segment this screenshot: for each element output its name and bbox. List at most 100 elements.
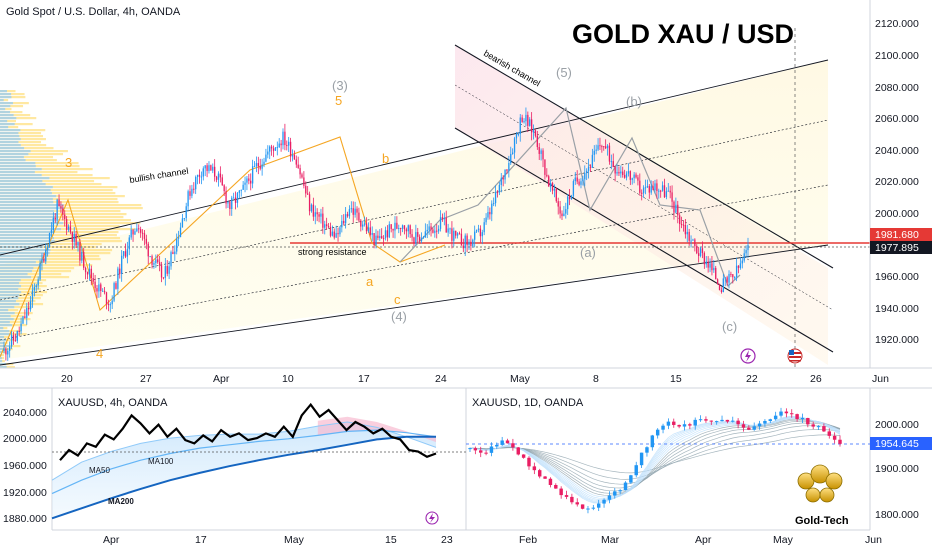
ema-fan-line bbox=[469, 417, 841, 499]
x-tick: May bbox=[510, 373, 531, 385]
left-x-tick: 15 bbox=[385, 534, 397, 546]
candle-body bbox=[308, 194, 311, 212]
candle-body bbox=[631, 178, 633, 180]
daily-candle-body bbox=[714, 421, 719, 423]
candle-body bbox=[257, 163, 259, 167]
y-tick: 1960.000 bbox=[875, 271, 919, 283]
candle-body bbox=[629, 171, 631, 180]
volume-profile-bar-inner bbox=[0, 216, 56, 219]
volume-profile-bar-inner bbox=[0, 333, 12, 336]
daily-candle-body bbox=[779, 411, 783, 416]
volume-profile-bar-inner bbox=[0, 126, 9, 129]
candle-body bbox=[455, 230, 457, 236]
candle-body bbox=[747, 244, 749, 251]
candle-body bbox=[559, 206, 561, 214]
daily-candle-body bbox=[479, 450, 483, 453]
volume-profile-bar-inner bbox=[0, 231, 54, 234]
volume-profile-bar bbox=[0, 177, 110, 180]
volume-profile-bar-inner bbox=[0, 192, 52, 195]
volume-profile-bar-inner bbox=[0, 153, 29, 156]
wave-label-b-orange: b bbox=[382, 151, 389, 166]
daily-candle-body bbox=[495, 444, 499, 447]
candle-body bbox=[713, 267, 715, 271]
candle-body bbox=[9, 346, 11, 351]
candle-body bbox=[400, 228, 402, 230]
candle-body bbox=[343, 220, 345, 224]
bearish-channel-upper bbox=[454, 44, 834, 269]
candle-body bbox=[538, 147, 540, 154]
volume-profile-bar bbox=[0, 288, 41, 291]
volume-profile-bar bbox=[0, 225, 120, 228]
candle-body bbox=[12, 335, 15, 341]
left-y-tick: 1920.000 bbox=[3, 487, 47, 499]
candle-body bbox=[225, 191, 227, 204]
volume-profile-bar bbox=[0, 303, 44, 306]
candle-body bbox=[278, 143, 280, 148]
candle-body bbox=[54, 217, 56, 220]
candle-body bbox=[548, 176, 550, 187]
candle-body bbox=[699, 248, 702, 256]
candle-body bbox=[642, 187, 645, 194]
wave-label-5-gray: (5) bbox=[556, 65, 572, 80]
lightning-icon-small[interactable] bbox=[425, 511, 439, 525]
price-box-resistance bbox=[870, 228, 932, 241]
daily-candle-body bbox=[650, 435, 655, 448]
candle-body bbox=[589, 166, 592, 168]
candle-body bbox=[362, 224, 364, 227]
y-tick: 2020.000 bbox=[875, 176, 919, 188]
candle-body bbox=[743, 253, 745, 261]
candle-body bbox=[221, 177, 223, 186]
candle-body bbox=[479, 228, 482, 237]
daily-candle-body bbox=[570, 496, 574, 503]
volume-profile-bar-inner bbox=[0, 288, 19, 291]
daily-candle-body bbox=[688, 424, 692, 426]
wave-label-c-orange: c bbox=[394, 292, 401, 307]
volume-profile-bar-inner bbox=[0, 261, 36, 264]
wave-label-a-gray: (a) bbox=[580, 245, 596, 260]
candle-body bbox=[381, 236, 383, 239]
bullish-channel-mid2 bbox=[0, 184, 829, 341]
ema-fan-line bbox=[469, 418, 841, 498]
volume-profile-bar-inner bbox=[0, 213, 57, 216]
candle-body bbox=[576, 177, 578, 182]
candle-body bbox=[513, 138, 516, 153]
ma100-label: MA100 bbox=[148, 457, 174, 466]
candle-body bbox=[418, 236, 421, 241]
candle-body bbox=[206, 165, 208, 172]
candle-body bbox=[56, 199, 58, 220]
candle-body bbox=[39, 262, 41, 280]
daily-candle-body bbox=[655, 429, 660, 436]
candle-body bbox=[392, 228, 394, 231]
volume-profile-bar bbox=[0, 300, 36, 303]
ma200-line bbox=[51, 435, 436, 520]
right-x-tick: May bbox=[773, 534, 794, 546]
us-flag-icon[interactable] bbox=[787, 348, 803, 364]
main-candles bbox=[3, 107, 749, 361]
candle-body bbox=[466, 235, 468, 246]
volume-profile-bar-inner bbox=[0, 336, 5, 339]
lightning-icon[interactable] bbox=[740, 348, 756, 364]
candle-body bbox=[109, 304, 111, 306]
candle-body bbox=[344, 214, 347, 224]
candle-body bbox=[166, 265, 168, 274]
candle-body bbox=[422, 236, 425, 239]
daily-candle-body bbox=[629, 475, 633, 483]
candle-body bbox=[464, 235, 466, 249]
main-panel bbox=[0, 28, 870, 369]
volume-profile-bar bbox=[0, 174, 93, 177]
candle-body bbox=[333, 231, 335, 238]
gold-tech-logo: Gold-Tech bbox=[795, 464, 849, 527]
daily-candle-body bbox=[613, 491, 617, 496]
volume-profile-bar bbox=[0, 126, 19, 129]
ema-fan-line bbox=[469, 425, 841, 485]
candle-body bbox=[124, 251, 127, 257]
volume-profile-bar bbox=[0, 330, 21, 333]
candle-body bbox=[669, 190, 671, 193]
volume-profile-bar-inner bbox=[0, 330, 10, 333]
volume-profile-bar bbox=[0, 144, 47, 147]
y-tick: 2120.000 bbox=[875, 18, 919, 30]
volume-profile-bar bbox=[0, 336, 9, 339]
candle-body bbox=[141, 232, 144, 234]
bullish-channel-mid bbox=[0, 119, 829, 301]
candle-body bbox=[523, 121, 525, 123]
